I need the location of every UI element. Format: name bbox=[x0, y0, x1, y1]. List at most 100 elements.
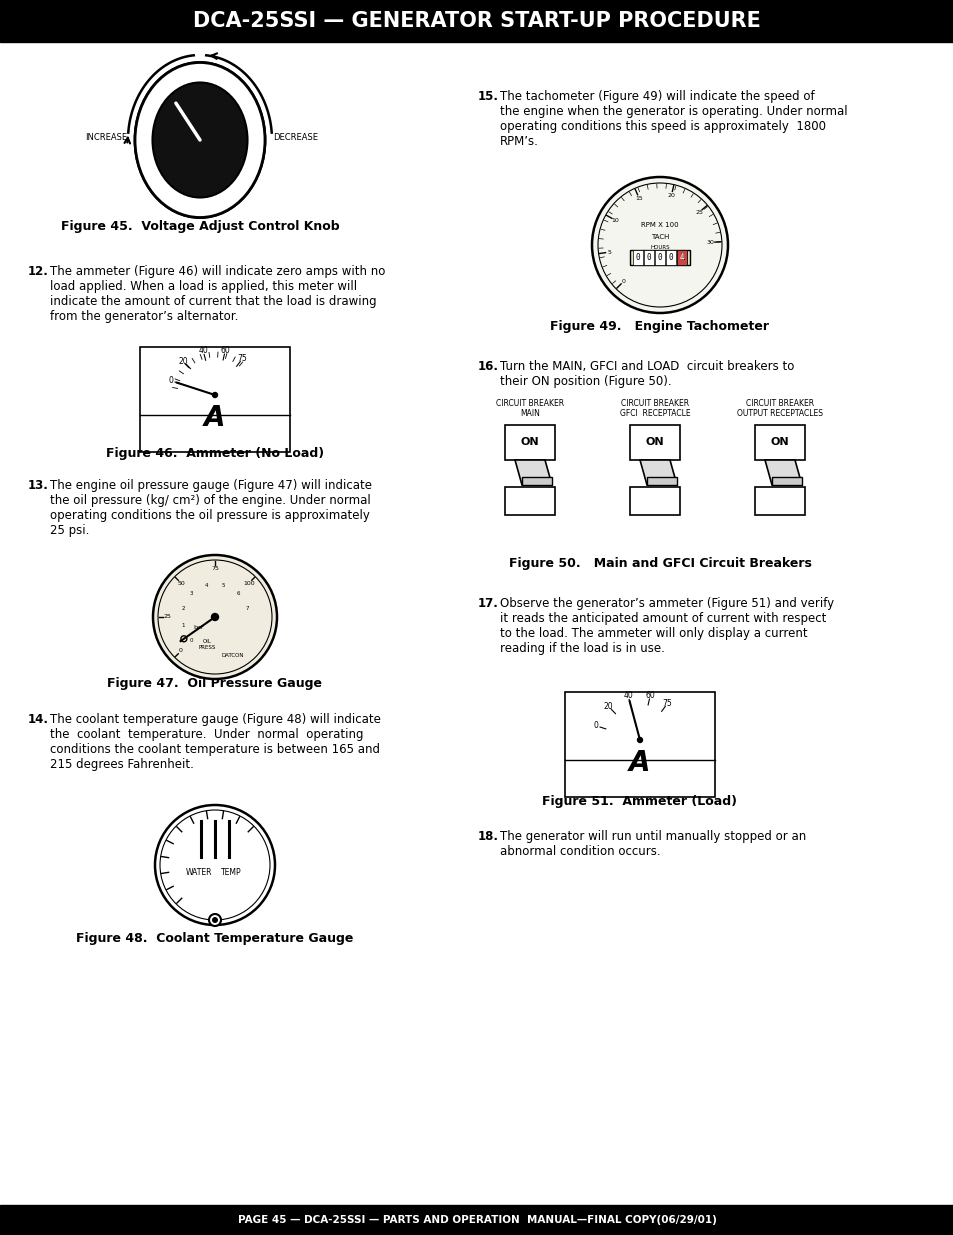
Bar bbox=[677, 249, 686, 266]
Text: TACH: TACH bbox=[650, 233, 668, 240]
Text: bar: bar bbox=[193, 625, 204, 630]
Text: 75: 75 bbox=[237, 353, 247, 363]
Circle shape bbox=[209, 914, 221, 926]
Text: Figure 46.  Ammeter (No Load): Figure 46. Ammeter (No Load) bbox=[106, 447, 324, 459]
Text: 16.: 16. bbox=[477, 359, 498, 373]
Bar bbox=[677, 249, 686, 266]
Text: RPM X 100: RPM X 100 bbox=[640, 222, 679, 228]
Ellipse shape bbox=[152, 83, 247, 198]
Text: The tachometer (Figure 49) will indicate the speed of
the engine when the genera: The tachometer (Figure 49) will indicate… bbox=[499, 90, 846, 148]
Text: 0: 0 bbox=[190, 637, 193, 643]
Text: 1: 1 bbox=[181, 622, 185, 629]
Text: 0: 0 bbox=[179, 648, 183, 653]
Text: 60: 60 bbox=[645, 690, 655, 700]
Bar bbox=[564, 692, 714, 797]
Text: The engine oil pressure gauge (Figure 47) will indicate
the oil pressure (kg/ cm: The engine oil pressure gauge (Figure 47… bbox=[50, 479, 372, 537]
Polygon shape bbox=[515, 459, 552, 485]
Bar bbox=[633, 249, 642, 266]
Bar bbox=[629, 249, 689, 266]
Circle shape bbox=[212, 918, 218, 923]
Text: 5: 5 bbox=[607, 249, 611, 254]
Bar bbox=[754, 487, 804, 515]
Text: A: A bbox=[204, 404, 226, 432]
Bar bbox=[629, 425, 679, 459]
Bar bbox=[754, 425, 804, 459]
Text: 0: 0 bbox=[646, 252, 651, 262]
Bar bbox=[646, 477, 677, 485]
Circle shape bbox=[154, 805, 274, 925]
Text: DCA-25SSI — GENERATOR START-UP PROCEDURE: DCA-25SSI — GENERATOR START-UP PROCEDURE bbox=[193, 11, 760, 31]
Text: Figure 47.  Oil Pressure Gauge: Figure 47. Oil Pressure Gauge bbox=[108, 677, 322, 690]
Circle shape bbox=[592, 177, 727, 312]
Text: 17.: 17. bbox=[477, 597, 498, 610]
Polygon shape bbox=[764, 459, 801, 485]
Text: Observe the generator’s ammeter (Figure 51) and verify
it reads the anticipated : Observe the generator’s ammeter (Figure … bbox=[499, 597, 833, 655]
Text: CIRCUIT BREAKER
OUTPUT RECEPTACLES: CIRCUIT BREAKER OUTPUT RECEPTACLES bbox=[737, 399, 822, 417]
Bar bbox=[0, 0, 953, 42]
Text: PAGE 45 — DCA-25SSI — PARTS AND OPERATION  MANUAL—FINAL COPY(06/29/01): PAGE 45 — DCA-25SSI — PARTS AND OPERATIO… bbox=[237, 1215, 716, 1225]
Text: 40: 40 bbox=[622, 692, 632, 700]
Text: CIRCUIT BREAKER
GFCI  RECEPTACLE: CIRCUIT BREAKER GFCI RECEPTACLE bbox=[619, 399, 690, 417]
Text: DECREASE: DECREASE bbox=[273, 132, 317, 142]
Text: 60: 60 bbox=[220, 346, 230, 354]
Text: Figure 51.  Ammeter (Load): Figure 51. Ammeter (Load) bbox=[542, 795, 737, 808]
Text: 4: 4 bbox=[679, 252, 683, 262]
Text: 15: 15 bbox=[635, 196, 642, 201]
Text: The ammeter (Figure 46) will indicate zero amps with no
load applied. When a loa: The ammeter (Figure 46) will indicate ze… bbox=[50, 266, 385, 324]
Text: Turn the MAIN, GFCI and LOAD  circuit breakers to
their ON position (Figure 50).: Turn the MAIN, GFCI and LOAD circuit bre… bbox=[499, 359, 794, 388]
Text: INCREASE: INCREASE bbox=[85, 132, 127, 142]
Text: 7: 7 bbox=[245, 606, 249, 611]
Text: 15.: 15. bbox=[477, 90, 498, 103]
Text: 12.: 12. bbox=[28, 266, 49, 278]
Text: 0: 0 bbox=[621, 279, 625, 284]
Text: 100: 100 bbox=[243, 580, 254, 585]
Text: 10: 10 bbox=[611, 217, 618, 222]
Text: 40: 40 bbox=[198, 346, 208, 356]
Bar bbox=[0, 1205, 953, 1235]
Text: Figure 49.   Engine Tachometer: Figure 49. Engine Tachometer bbox=[550, 320, 769, 333]
Text: 50: 50 bbox=[177, 580, 185, 585]
Text: 18.: 18. bbox=[477, 830, 498, 844]
Bar bbox=[521, 477, 552, 485]
Text: A: A bbox=[629, 748, 650, 777]
Text: 20: 20 bbox=[178, 357, 189, 366]
Text: 0: 0 bbox=[169, 377, 173, 385]
Text: 0: 0 bbox=[593, 721, 598, 730]
Text: ON: ON bbox=[770, 437, 788, 447]
Text: CIRCUIT BREAKER
MAIN: CIRCUIT BREAKER MAIN bbox=[496, 399, 563, 417]
Text: 25: 25 bbox=[163, 615, 171, 620]
Text: 13.: 13. bbox=[28, 479, 49, 492]
Bar bbox=[655, 249, 664, 266]
Circle shape bbox=[637, 737, 641, 742]
Text: 1: 1 bbox=[679, 252, 683, 262]
Bar bbox=[771, 477, 801, 485]
Text: 25: 25 bbox=[695, 210, 702, 215]
Text: 0: 0 bbox=[657, 252, 661, 262]
Text: DATCON: DATCON bbox=[221, 653, 244, 658]
Ellipse shape bbox=[135, 63, 265, 217]
Text: 5: 5 bbox=[221, 583, 225, 588]
Text: 20: 20 bbox=[667, 193, 675, 198]
Text: 4: 4 bbox=[205, 583, 208, 588]
Bar bbox=[643, 249, 654, 266]
Text: WATER: WATER bbox=[186, 868, 212, 877]
Text: HOURS: HOURS bbox=[650, 245, 669, 249]
Text: OIL
PRESS: OIL PRESS bbox=[198, 640, 215, 650]
Text: 0: 0 bbox=[668, 252, 673, 262]
Text: ON: ON bbox=[645, 437, 663, 447]
Text: 30: 30 bbox=[706, 240, 714, 245]
Bar bbox=[665, 249, 676, 266]
Text: TEMP: TEMP bbox=[220, 868, 241, 877]
Text: 0: 0 bbox=[635, 252, 639, 262]
Text: ON: ON bbox=[520, 437, 538, 447]
Text: 20: 20 bbox=[603, 701, 613, 711]
Text: 75: 75 bbox=[662, 699, 672, 708]
Text: The generator will run until manually stopped or an
abnormal condition occurs.: The generator will run until manually st… bbox=[499, 830, 805, 858]
Text: 14.: 14. bbox=[28, 713, 49, 726]
Bar bbox=[504, 487, 555, 515]
Text: Figure 48.  Coolant Temperature Gauge: Figure 48. Coolant Temperature Gauge bbox=[76, 932, 354, 945]
Text: 75: 75 bbox=[211, 567, 218, 572]
Bar bbox=[140, 347, 290, 452]
Text: Figure 45.  Voltage Adjust Control Knob: Figure 45. Voltage Adjust Control Knob bbox=[61, 220, 339, 233]
Polygon shape bbox=[639, 459, 677, 485]
